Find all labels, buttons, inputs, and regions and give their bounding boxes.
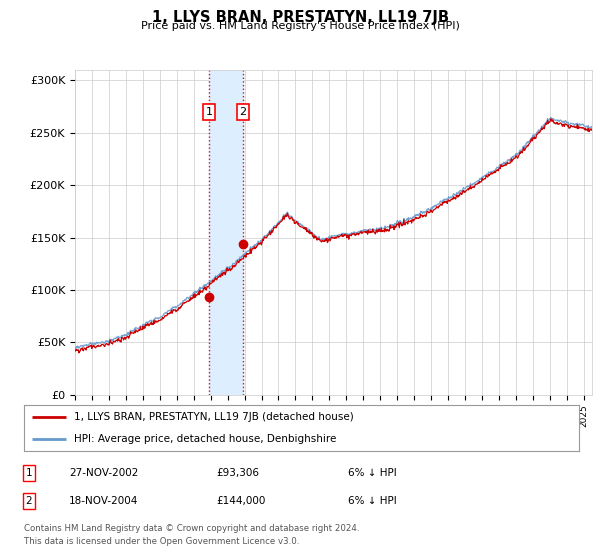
Text: 1, LLYS BRAN, PRESTATYN, LL19 7JB (detached house): 1, LLYS BRAN, PRESTATYN, LL19 7JB (detac… [74, 412, 354, 422]
Text: HPI: Average price, detached house, Denbighshire: HPI: Average price, detached house, Denb… [74, 435, 337, 444]
Text: 6% ↓ HPI: 6% ↓ HPI [348, 468, 397, 478]
Text: 2: 2 [239, 107, 247, 117]
Text: 18-NOV-2004: 18-NOV-2004 [69, 496, 139, 506]
Text: Price paid vs. HM Land Registry's House Price Index (HPI): Price paid vs. HM Land Registry's House … [140, 21, 460, 31]
Text: 1: 1 [25, 468, 32, 478]
Text: 1, LLYS BRAN, PRESTATYN, LL19 7JB: 1, LLYS BRAN, PRESTATYN, LL19 7JB [151, 10, 449, 25]
Text: 27-NOV-2002: 27-NOV-2002 [69, 468, 139, 478]
Text: This data is licensed under the Open Government Licence v3.0.: This data is licensed under the Open Gov… [24, 537, 299, 546]
Text: 1: 1 [205, 107, 212, 117]
Text: £93,306: £93,306 [216, 468, 259, 478]
Text: 6% ↓ HPI: 6% ↓ HPI [348, 496, 397, 506]
Text: Contains HM Land Registry data © Crown copyright and database right 2024.: Contains HM Land Registry data © Crown c… [24, 524, 359, 533]
Text: £144,000: £144,000 [216, 496, 265, 506]
Text: 2: 2 [25, 496, 32, 506]
Bar [209, 70, 243, 395]
